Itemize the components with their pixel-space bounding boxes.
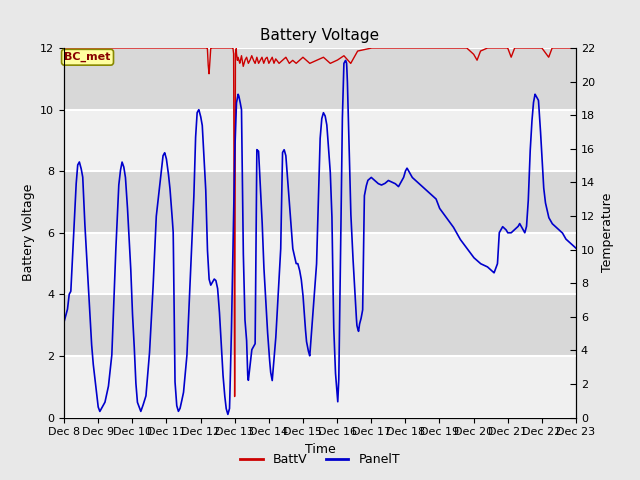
Bar [64,109,576,171]
X-axis label: Time: Time [305,443,335,456]
Y-axis label: Temperature: Temperature [601,193,614,273]
Bar [64,48,576,109]
Legend: BattV, PanelT: BattV, PanelT [235,448,405,471]
Text: BC_met: BC_met [65,52,111,62]
Title: Battery Voltage: Battery Voltage [260,28,380,43]
Bar [64,171,576,233]
Bar [64,233,576,294]
Y-axis label: Battery Voltage: Battery Voltage [22,184,35,281]
Bar [64,294,576,356]
Bar [64,356,576,418]
